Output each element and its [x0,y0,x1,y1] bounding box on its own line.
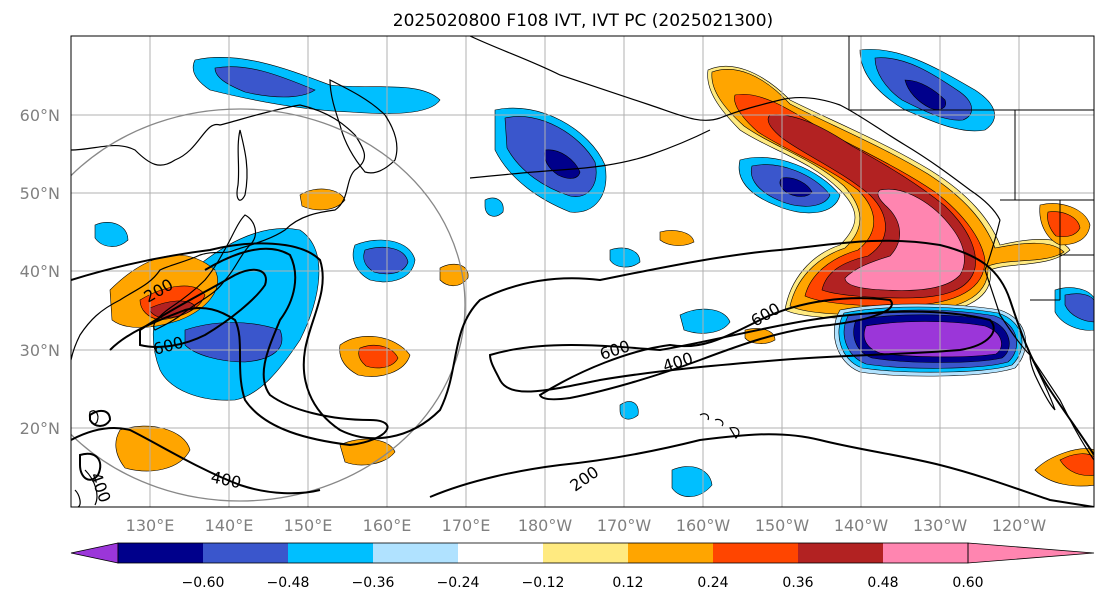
contour-blob-west-2 [79,452,102,481]
lon-label-160e: 160°E [363,516,412,535]
gridlines [71,36,1094,507]
map-title: 2025020800 F108 IVT, IVT PC (2025021300) [393,11,773,31]
coastline-philippines [74,469,98,507]
shading-midlat-blue [363,247,409,275]
colorbar-tick-5: −0.12 [522,575,565,591]
colorbar-seg-4 [288,543,373,563]
colorbar-extend-left [70,542,119,564]
lon-label-170w: 170°W [597,516,652,535]
coastline-asia [71,104,365,361]
canada-us-border [848,36,1094,111]
coastline-baja [1029,354,1056,411]
coastline-sakhalin [236,129,248,201]
coastline-kamchatka [329,79,398,174]
coastline-north-america [984,219,1094,461]
political-boundaries [848,36,1094,301]
lon-label-150e: 150°E [284,516,333,535]
shading-neg-blob-1 [679,308,731,334]
colorbar-tick-7: 0.24 [697,575,728,591]
colorbar-seg-11 [883,543,968,563]
shading-coast-negative-blue [1064,293,1094,323]
colorbar-seg-10 [798,543,883,563]
shading-gulf-navy [779,177,813,197]
colorbar-seg-6 [458,543,543,563]
shading-sw-coast-red [1059,453,1094,476]
lon-label-150w: 150°W [755,516,810,535]
lat-label-30n: 30°N [20,341,60,360]
colorbar-seg-7 [543,543,628,563]
latitude-labels: 60°N 50°N 40°N 30°N 20°N [20,106,60,438]
colorbar-extend-right [967,542,1095,564]
shading-blob-4 [339,438,396,466]
contour-400-southwest [71,427,321,495]
lon-label-160w: 160°W [676,516,731,535]
colorbar-seg-3 [203,543,288,563]
contour-200-south [429,433,1094,507]
coastline-japan [153,214,257,331]
shading-okhotsk-blue [214,66,316,98]
colorbar: −0.60 −0.48 −0.36 −0.24 −0.12 0.12 0.24 … [70,542,1095,591]
ivt-contours [71,239,1094,507]
lat-label-20n: 20°N [20,419,60,438]
colorbar-seg-9 [713,543,798,563]
map-content: 200 600 400 600 400 600 200 400 [71,36,1094,507]
lat-label-40n: 40°N [20,262,60,281]
colorbar-seg-5 [373,543,458,563]
coastline-hawaii [699,413,740,439]
lon-label-120w: 120°W [992,516,1047,535]
shading-neg-blob-6 [484,197,504,217]
shading-blob-7 [744,328,776,344]
coastline-aleutians [469,129,711,179]
colorbar-tick-9: 0.48 [867,575,898,591]
map-panel: 200 600 400 600 400 600 200 400 [70,35,1095,508]
colorbar-tick-3: −0.36 [352,575,395,591]
colorbar-seg-2 [118,543,203,563]
colorbar-tick-10: 0.60 [952,575,983,591]
lon-label-180w: 180°W [518,516,573,535]
lon-label-130w: 130°W [913,516,968,535]
map-frame [70,35,1095,508]
colorbar-tick-6: 0.12 [612,575,643,591]
lon-label-140w: 140°W [834,516,889,535]
lat-label-50n: 50°N [20,184,60,203]
longitude-labels: 130°E 140°E 150°E 160°E 170°E 180°W 170°… [126,516,1047,535]
shading-neg-blob-3 [671,466,713,497]
contour-400-outer [109,247,389,447]
colorbar-tick-2: −0.48 [267,575,310,591]
shading-gulf-alaska-pink [844,188,965,291]
shading-aleutian-navy [544,149,581,179]
colorbar-tick-4: −0.24 [437,575,480,591]
shading-blob-6 [659,230,695,246]
shading-alaska-navy [904,79,946,110]
shading-blob-5 [299,188,346,211]
colorbar-tick-8: 0.36 [782,575,813,591]
lat-label-60n: 60°N [20,106,60,125]
colorbar-segments [118,543,968,563]
contour-600-west [139,268,267,348]
shading-neg-blob-4 [619,401,639,420]
shading-neg-blob-5 [94,221,129,247]
contour-200-main [71,239,1094,456]
domain-circle [71,108,466,502]
contour-600-east [538,297,893,401]
shading-blob-1-red [358,345,399,369]
contour-blob-west [89,409,112,427]
lon-label-130e: 130°E [126,516,175,535]
coastline-alaska [469,36,1001,221]
lon-label-170e: 170°E [442,516,491,535]
colorbar-seg-8 [628,543,713,563]
lon-label-140e: 140°E [205,516,254,535]
coastlines [71,36,1094,507]
colorbar-tick-1: −0.60 [182,575,225,591]
colorbar-ticks: −0.60 −0.48 −0.36 −0.24 −0.12 0.12 0.24 … [182,575,984,591]
shading-coast-red [1047,211,1081,238]
colorbar-frame [117,542,969,564]
